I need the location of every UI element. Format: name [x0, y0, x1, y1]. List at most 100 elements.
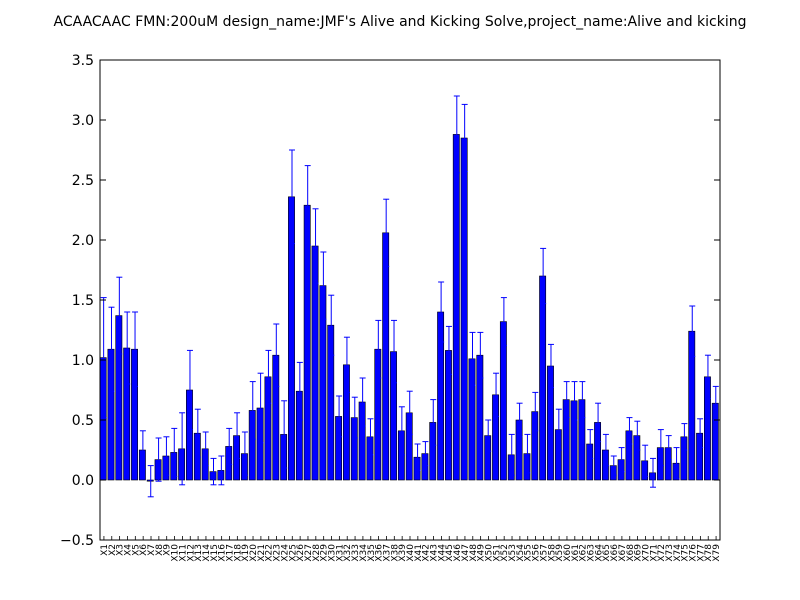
- xtick-label: X13: [194, 544, 204, 562]
- xtick-label: X23: [273, 544, 283, 562]
- bar-X69: [633, 435, 641, 481]
- xtick-label: X4: [123, 544, 133, 556]
- xtick-label: X18: [233, 544, 243, 562]
- xtick-label: X68: [626, 544, 636, 562]
- ytick-label: 2.0: [72, 233, 94, 249]
- xtick-label: X22: [265, 544, 275, 562]
- bar-X62: [578, 399, 586, 481]
- xtick-label: X78: [704, 544, 714, 562]
- bar-X74: [672, 462, 680, 481]
- xtick-label: X58: [547, 544, 557, 562]
- xtick-label: X65: [602, 544, 612, 562]
- bars-group: [99, 134, 719, 482]
- error-bars-group: [100, 95, 719, 498]
- xtick-label: X38: [390, 544, 400, 562]
- bar-X26: [295, 390, 303, 481]
- xtick-label: X71: [649, 544, 659, 562]
- xtick-label: X14: [202, 544, 212, 562]
- xtick-label: X43: [430, 544, 440, 562]
- xtick-label: X9: [163, 544, 173, 556]
- bar-X79: [711, 402, 719, 481]
- bar-X68: [625, 430, 633, 481]
- xtick-label: X24: [280, 544, 290, 562]
- xtick-label: X45: [445, 544, 455, 562]
- xtick-label: X72: [657, 544, 667, 562]
- bar-X16: [217, 470, 225, 481]
- bar-X25: [288, 196, 295, 481]
- xtick-label: X67: [618, 544, 628, 562]
- chart-title: ACAACAAC FMN:200uM design_name:JMF's Ali…: [54, 14, 747, 30]
- xtick-label: X19: [241, 544, 251, 562]
- xtick-label: X59: [555, 544, 565, 562]
- xtick-label: X31: [335, 544, 345, 562]
- xtick-label: X75: [681, 544, 691, 562]
- xtick-label: X41: [414, 544, 424, 562]
- xtick-label: X74: [673, 544, 683, 562]
- xtick-label: X33: [351, 544, 361, 562]
- y-axis: −0.5 0.0 0.5 1.0 1.5 2.0 2.5 3.0 3.5: [60, 53, 720, 549]
- ytick-label: 0.5: [72, 413, 94, 429]
- xtick-label: X15: [210, 544, 220, 562]
- bar-X36: [374, 348, 382, 481]
- xtick-label: X57: [539, 544, 549, 562]
- xtick-label: X53: [508, 544, 518, 562]
- bar-X20: [248, 410, 256, 481]
- xtick-label: X37: [382, 544, 392, 562]
- xtick-label: X36: [375, 544, 385, 562]
- xtick-label: X56: [532, 544, 542, 562]
- xtick-label: X8: [155, 544, 165, 556]
- xtick-label: X5: [131, 544, 141, 556]
- bar-X9: [162, 455, 170, 481]
- bar-X11: [178, 448, 186, 481]
- xtick-label: X42: [422, 544, 432, 562]
- bar-X21: [256, 407, 264, 481]
- x-axis: X1X2X3X4X5X6X7X8X9X10X11X12X13X14X15X16X…: [100, 536, 722, 562]
- xtick-label: X11: [178, 544, 188, 562]
- xtick-label: X27: [304, 544, 314, 562]
- xtick-label: X63: [587, 544, 597, 562]
- ytick-label: 3.0: [72, 113, 94, 129]
- xtick-label: X61: [571, 544, 581, 562]
- xtick-label: X55: [524, 544, 534, 562]
- bar-X67: [617, 459, 625, 481]
- xtick-label: X30: [328, 544, 338, 562]
- xtick-label: X54: [516, 544, 526, 562]
- xtick-label: X52: [500, 544, 510, 562]
- xtick-label: X69: [634, 544, 644, 562]
- bar-X27: [303, 204, 311, 481]
- xtick-label: X60: [563, 544, 573, 562]
- xtick-label: X12: [186, 544, 196, 562]
- xtick-label: X66: [610, 544, 620, 562]
- xtick-label: X25: [288, 544, 298, 562]
- xtick-label: X1: [100, 544, 110, 556]
- xtick-label: X48: [469, 544, 479, 562]
- xtick-label: X3: [116, 544, 126, 556]
- bar-X63: [586, 443, 594, 481]
- bar-X30: [327, 324, 335, 481]
- xtick-label: X50: [484, 544, 494, 562]
- bar-X41: [413, 456, 421, 481]
- bar-X32: [342, 364, 350, 481]
- xtick-label: X6: [139, 544, 149, 556]
- xtick-label: X49: [477, 544, 487, 562]
- bar-X42: [421, 453, 429, 481]
- xtick-label: X64: [594, 544, 604, 562]
- ytick-label: 2.5: [72, 173, 94, 189]
- xtick-label: X51: [492, 544, 502, 562]
- ytick-label: 3.5: [72, 53, 94, 69]
- bar-X4: [123, 347, 131, 481]
- xtick-label: X2: [108, 544, 118, 556]
- ytick-label: 0.0: [72, 473, 94, 489]
- xtick-label: X40: [406, 544, 416, 562]
- xtick-label: X32: [343, 544, 353, 562]
- bar-X46: [452, 134, 460, 481]
- bar-X57: [539, 275, 547, 481]
- xtick-label: X7: [147, 544, 157, 556]
- xtick-label: X47: [461, 544, 471, 562]
- bar-X47: [460, 137, 468, 481]
- bar-X5: [131, 348, 138, 481]
- bar-X78: [703, 376, 711, 481]
- bar-X15: [209, 471, 217, 481]
- xtick-label: X39: [398, 544, 408, 562]
